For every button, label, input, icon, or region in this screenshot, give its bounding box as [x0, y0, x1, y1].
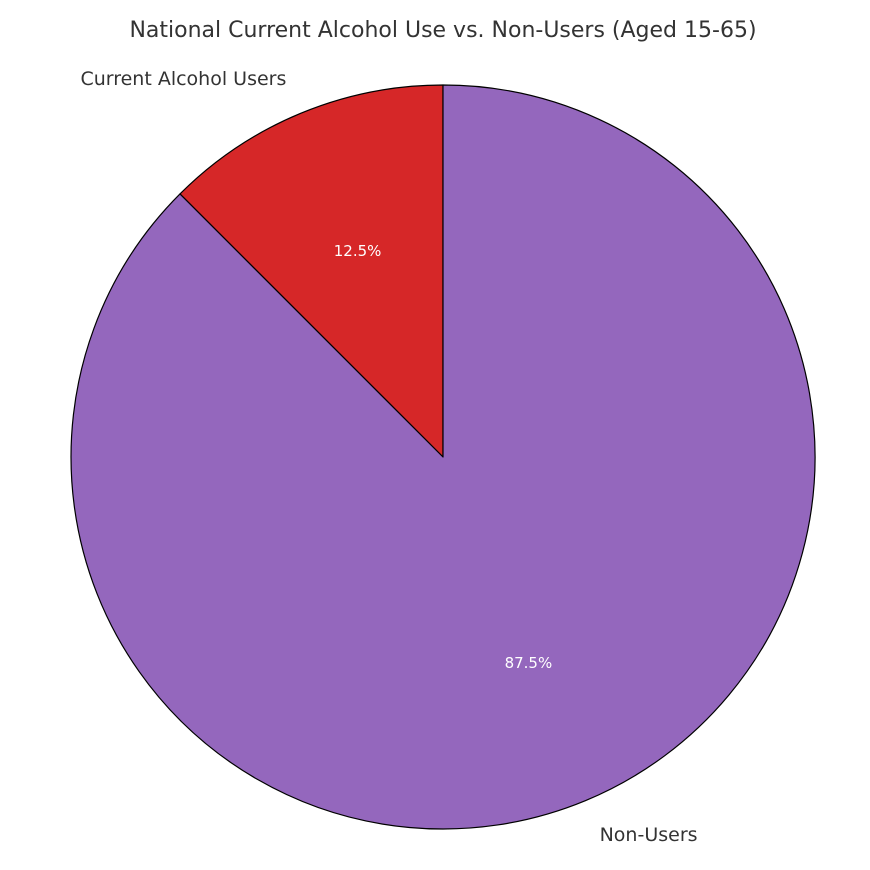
pie-category-label-0: Current Alcohol Users [80, 68, 286, 90]
chart-title: National Current Alcohol Use vs. Non-Use… [129, 18, 756, 43]
pie-slices [70, 84, 816, 830]
pie-percent-label-1: 87.5% [505, 654, 553, 672]
pie-slice-0 [179, 84, 444, 458]
pie-percent-label-0: 12.5% [334, 242, 382, 260]
pie-category-label-1: Non-Users [600, 824, 698, 846]
pie-slice-1 [70, 84, 816, 830]
pie-labels: 12.5% Current Alcohol Users 87.5% Non-Users [80, 68, 697, 846]
